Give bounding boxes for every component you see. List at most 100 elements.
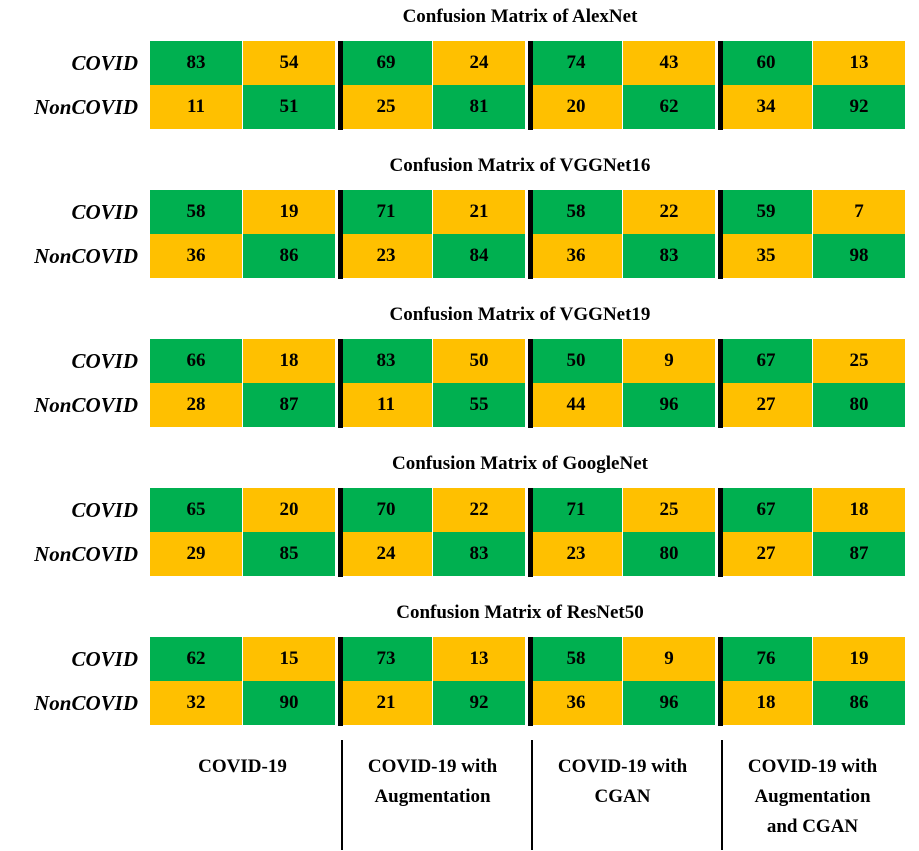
matrix-cell: 50	[530, 339, 622, 383]
column-group-label-line: COVID-19 with	[557, 756, 688, 777]
group-separator	[718, 190, 723, 279]
matrix-title: Confusion Matrix of AlexNet	[402, 6, 638, 27]
column-group-label-line: COVID-19 with	[367, 756, 498, 777]
column-group-label-line: COVID-19 with	[747, 756, 878, 777]
matrix-cell: 15	[243, 637, 335, 681]
column-group-label-line: Augmentation	[374, 786, 491, 807]
matrix-cell: 9	[623, 339, 715, 383]
matrix-cell: 58	[150, 190, 242, 234]
matrix-cell: 71	[340, 190, 432, 234]
group-separator	[718, 339, 723, 428]
matrix-cell: 81	[433, 85, 525, 129]
matrix-cell: 36	[150, 234, 242, 278]
column-group-label-line: COVID-19	[198, 756, 287, 777]
column-group-label-line: Augmentation	[754, 786, 871, 807]
label-separator	[341, 740, 343, 850]
matrix-cell: 90	[243, 681, 335, 725]
matrix-cell: 36	[530, 681, 622, 725]
row-label: COVID	[71, 200, 138, 224]
matrix-cell: 86	[243, 234, 335, 278]
matrix-cell: 73	[340, 637, 432, 681]
group-separator	[718, 637, 723, 726]
matrix-cell: 27	[720, 532, 812, 576]
matrix-cell: 22	[433, 488, 525, 532]
row-label: COVID	[71, 51, 138, 75]
matrix-cell: 24	[433, 41, 525, 85]
group-separator	[718, 488, 723, 577]
group-separator	[528, 488, 533, 577]
matrix-cell: 62	[150, 637, 242, 681]
matrix-cell: 25	[623, 488, 715, 532]
matrix-cell: 62	[623, 85, 715, 129]
matrix-cell: 28	[150, 383, 242, 427]
row-label: NonCOVID	[34, 95, 138, 119]
matrix-cell: 70	[340, 488, 432, 532]
matrix-cell: 65	[150, 488, 242, 532]
matrix-cell: 59	[720, 190, 812, 234]
group-separator	[338, 339, 343, 428]
column-group-label-line: and CGAN	[766, 816, 859, 837]
column-group-label: COVID-19	[150, 752, 335, 782]
matrix-title: Confusion Matrix of VGGNet19	[389, 304, 651, 325]
matrix-cell: 54	[243, 41, 335, 85]
matrix-cell: 60	[720, 41, 812, 85]
matrix-cell: 84	[433, 234, 525, 278]
matrix-cell: 22	[623, 190, 715, 234]
matrix-cell: 13	[433, 637, 525, 681]
matrix-cell: 43	[623, 41, 715, 85]
matrix-cell: 23	[530, 532, 622, 576]
group-separator	[718, 41, 723, 130]
matrix-cell: 21	[433, 190, 525, 234]
matrix-cell: 7	[813, 190, 905, 234]
matrix-cell: 87	[813, 532, 905, 576]
matrix-cell: 66	[150, 339, 242, 383]
matrix-cell: 23	[340, 234, 432, 278]
matrix-cell: 96	[623, 383, 715, 427]
matrix-cell: 67	[720, 488, 812, 532]
row-label: NonCOVID	[34, 393, 138, 417]
matrix-cell: 25	[813, 339, 905, 383]
matrix-cell: 20	[530, 85, 622, 129]
matrix-cell: 34	[720, 85, 812, 129]
matrix-cell: 18	[243, 339, 335, 383]
group-separator	[338, 190, 343, 279]
matrix-cell: 55	[433, 383, 525, 427]
row-label: NonCOVID	[34, 542, 138, 566]
group-separator	[338, 41, 343, 130]
matrix-title: Confusion Matrix of VGGNet16	[389, 155, 651, 176]
matrix-cell: 98	[813, 234, 905, 278]
matrix-cell: 85	[243, 532, 335, 576]
matrix-cell: 58	[530, 637, 622, 681]
column-group-label: COVID-19 with Augmentation and CGAN	[720, 752, 905, 842]
column-group-label-line: CGAN	[594, 786, 651, 807]
matrix-cell: 76	[720, 637, 812, 681]
matrix-cell: 87	[243, 383, 335, 427]
matrix-cell: 11	[340, 383, 432, 427]
matrix-cell: 74	[530, 41, 622, 85]
matrix-cell: 86	[813, 681, 905, 725]
matrix-cell: 58	[530, 190, 622, 234]
matrix-cell: 11	[150, 85, 242, 129]
matrix-title: Confusion Matrix of ResNet50	[396, 602, 644, 623]
group-separator	[528, 339, 533, 428]
matrix-cell: 96	[623, 681, 715, 725]
matrix-cell: 44	[530, 383, 622, 427]
row-label: COVID	[71, 647, 138, 671]
matrix-cell: 18	[720, 681, 812, 725]
group-separator	[528, 41, 533, 130]
matrix-cell: 50	[433, 339, 525, 383]
matrix-cell: 32	[150, 681, 242, 725]
matrix-cell: 80	[813, 383, 905, 427]
column-group-label: COVID-19 with CGAN	[530, 752, 715, 812]
matrix-cell: 92	[433, 681, 525, 725]
matrix-cell: 80	[623, 532, 715, 576]
matrix-cell: 19	[813, 637, 905, 681]
matrix-cell: 18	[813, 488, 905, 532]
matrix-cell: 67	[720, 339, 812, 383]
row-label: COVID	[71, 498, 138, 522]
matrix-cell: 35	[720, 234, 812, 278]
matrix-cell: 13	[813, 41, 905, 85]
matrix-cell: 69	[340, 41, 432, 85]
label-separator	[531, 740, 533, 850]
